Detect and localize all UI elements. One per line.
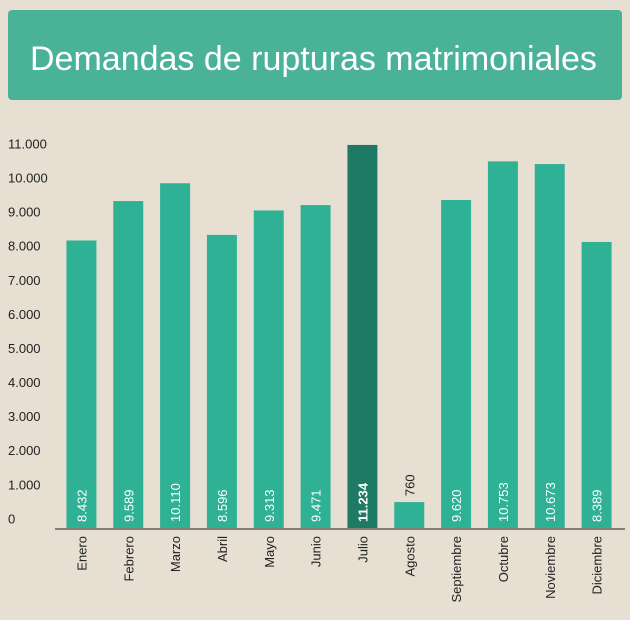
value-label: 8.432 bbox=[74, 489, 89, 522]
bar bbox=[300, 205, 331, 529]
title-box bbox=[8, 10, 622, 100]
y-tick-label: 10.000 bbox=[8, 170, 48, 185]
bar bbox=[160, 183, 191, 529]
bar bbox=[487, 161, 518, 528]
x-tick-label: Octubre bbox=[496, 536, 511, 582]
bar bbox=[347, 144, 378, 528]
bar bbox=[66, 240, 97, 528]
y-tick-label: 0 bbox=[8, 511, 15, 526]
y-tick-label: 3.000 bbox=[8, 409, 41, 424]
x-tick-label: Agosto bbox=[402, 536, 417, 576]
x-tick-label: Abril bbox=[215, 536, 230, 562]
x-tick-label: Mayo bbox=[262, 536, 277, 568]
x-tick-label: Diciembre bbox=[590, 536, 605, 595]
y-tick-label: 8.000 bbox=[8, 239, 41, 254]
x-tick-label: Junio bbox=[309, 536, 324, 567]
value-label: 10.110 bbox=[168, 483, 183, 522]
value-label: 9.589 bbox=[121, 489, 136, 522]
value-label: 9.471 bbox=[309, 489, 324, 522]
value-label: 10.753 bbox=[496, 482, 511, 522]
value-label: 760 bbox=[402, 474, 417, 496]
value-label: 10.673 bbox=[543, 482, 558, 522]
y-tick-label: 1.000 bbox=[8, 477, 41, 492]
x-tick-label: Noviembre bbox=[543, 536, 558, 599]
x-tick-label: Enero bbox=[74, 536, 89, 571]
x-tick-label: Septiembre bbox=[449, 536, 464, 602]
bar bbox=[581, 241, 612, 528]
bar bbox=[394, 502, 425, 528]
y-tick-label: 4.000 bbox=[8, 375, 41, 390]
y-tick-label: 5.000 bbox=[8, 341, 41, 356]
y-tick-label: 11.000 bbox=[8, 136, 47, 151]
y-tick-label: 9.000 bbox=[8, 205, 41, 220]
y-tick-label: 7.000 bbox=[8, 273, 41, 288]
value-label: 9.313 bbox=[262, 489, 277, 522]
value-label: 11.234 bbox=[355, 482, 370, 522]
y-tick-label: 6.000 bbox=[8, 307, 41, 322]
bar bbox=[253, 210, 284, 529]
chart-title: Demandas de rupturas matrimoniales bbox=[30, 40, 597, 78]
x-tick-label: Marzo bbox=[168, 536, 183, 572]
bar bbox=[113, 201, 144, 528]
bar bbox=[534, 164, 565, 528]
x-tick-label: Febrero bbox=[121, 536, 136, 582]
value-label: 9.620 bbox=[449, 489, 464, 522]
x-tick-label: Julio bbox=[355, 536, 370, 563]
bar bbox=[441, 199, 472, 529]
value-label: 8.596 bbox=[215, 489, 230, 522]
bar bbox=[206, 234, 237, 528]
value-label: 8.389 bbox=[590, 489, 605, 522]
y-tick-label: 2.000 bbox=[8, 443, 41, 458]
